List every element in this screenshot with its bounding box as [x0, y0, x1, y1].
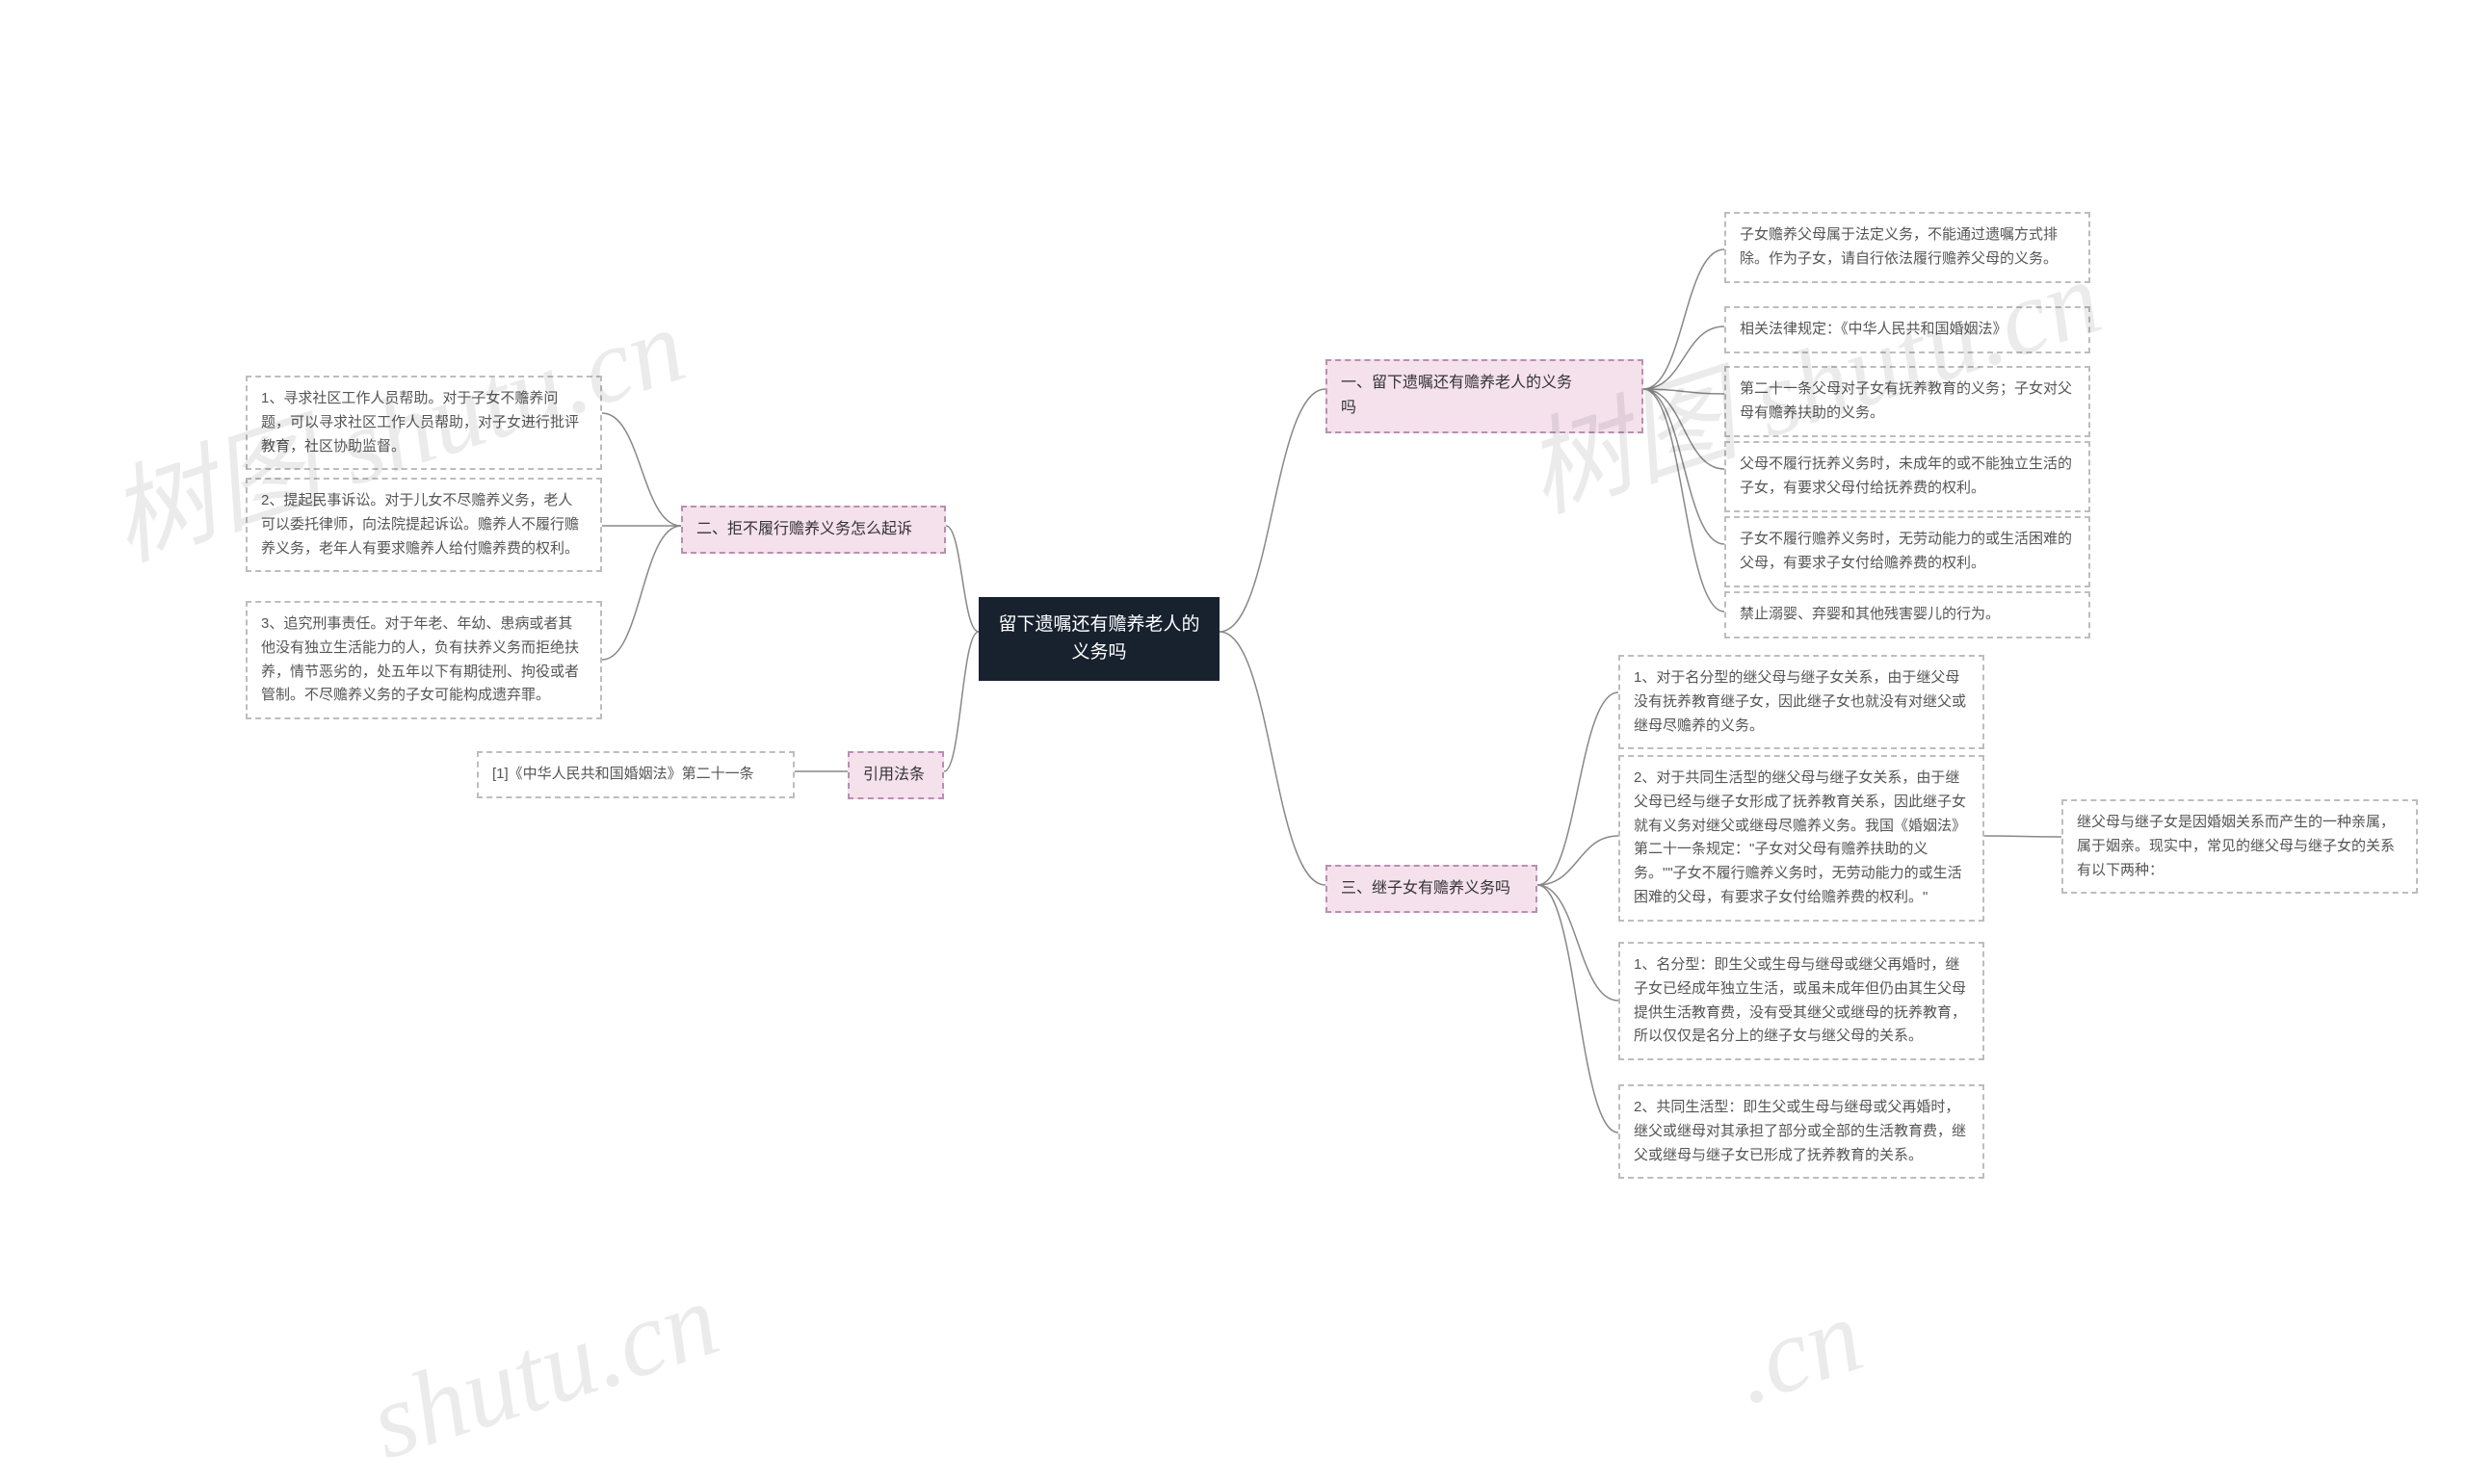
leaf-node: 相关法律规定：《中华人民共和国婚姻法》: [1724, 306, 2090, 353]
branch-node: 三、继子女有赡养义务吗: [1325, 865, 1537, 913]
root-node: 留下遗嘱还有赡养老人的义务吗: [979, 597, 1220, 681]
leaf-node: 1、名分型：即生父或生母与继母或继父再婚时，继子女已经成年独立生活，或虽未成年但…: [1618, 942, 1984, 1060]
leaf-node: 1、对于名分型的继父母与继子女关系，由于继父母没有抚养教育继子女，因此继子女也就…: [1618, 655, 1984, 749]
watermark: .cn: [1718, 1274, 1876, 1429]
leaf-node: 3、追究刑事责任。对于年老、年幼、患病或者其他没有独立生活能力的人，负有扶养义务…: [246, 601, 602, 719]
leaf-node: 第二十一条父母对子女有抚养教育的义务；子女对父母有赡养扶助的义务。: [1724, 366, 2090, 437]
leaf-node: [1]《中华人民共和国婚姻法》第二十一条: [477, 751, 795, 798]
leaf-node: 2、提起民事诉讼。对于儿女不尽赡养义务，老人可以委托律师，向法院提起诉讼。赡养人…: [246, 478, 602, 572]
branch-node: 二、拒不履行赡养义务怎么起诉: [681, 506, 946, 554]
branch-node: 一、留下遗嘱还有赡养老人的义务吗: [1325, 359, 1643, 433]
leaf-node: 子女不履行赡养义务时，无劳动能力的或生活困难的父母，有要求子女付给赡养费的权利。: [1724, 516, 2090, 587]
leaf-node: 2、共同生活型：即生父或生母与继母或父再婚时，继父或继母对其承担了部分或全部的生…: [1618, 1084, 1984, 1179]
watermark: shutu.cn: [355, 1258, 732, 1484]
leaf-node: 2、对于共同生活型的继父母与继子女关系，由于继父母已经与继子女形成了抚养教育关系…: [1618, 755, 1984, 922]
root-text: 留下遗嘱还有赡养老人的义务吗: [998, 614, 1199, 663]
leaf-node: 继父母与继子女是因婚姻关系而产生的一种亲属，属于姻亲。现实中，常见的继父母与继子…: [2061, 799, 2418, 894]
leaf-node: 禁止溺婴、弃婴和其他残害婴儿的行为。: [1724, 591, 2090, 638]
leaf-node: 子女赡养父母属于法定义务，不能通过遗嘱方式排除。作为子女，请自行依法履行赡养父母…: [1724, 212, 2090, 283]
leaf-node: 父母不履行抚养义务时，未成年的或不能独立生活的子女，有要求父母付给抚养费的权利。: [1724, 441, 2090, 512]
branch-node: 引用法条: [848, 751, 944, 799]
leaf-node: 1、寻求社区工作人员帮助。对于子女不赡养问题，可以寻求社区工作人员帮助，对子女进…: [246, 376, 602, 470]
